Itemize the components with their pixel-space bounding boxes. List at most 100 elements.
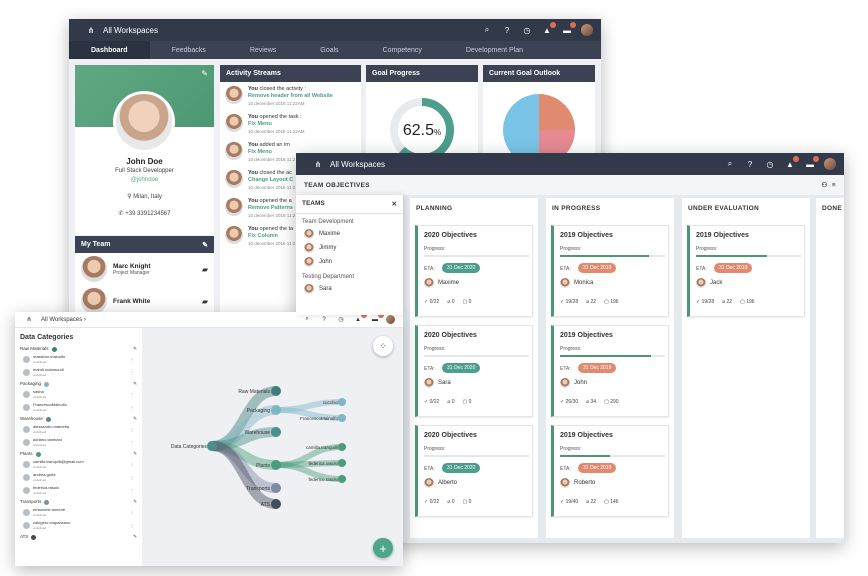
activity-item[interactable]: You closed the activity : Remove header … — [220, 82, 361, 110]
more-icon[interactable]: ⋮ — [130, 523, 134, 528]
category-member[interactable]: adriano.tambaro undefined ⋮ — [15, 436, 142, 449]
close-icon[interactable]: ✕ — [391, 201, 397, 208]
category-group[interactable]: Packaging ✎ — [15, 379, 142, 388]
user-avatar[interactable] — [581, 24, 593, 36]
edit-profile-icon[interactable]: ✎ — [201, 69, 208, 78]
team-group-label[interactable]: Team Development — [302, 219, 354, 225]
category-group[interactable]: Transports ✎ — [15, 497, 142, 506]
tab-goals[interactable]: Goals — [320, 46, 339, 54]
help-icon[interactable]: ? — [322, 316, 326, 323]
clock-icon[interactable]: ◷ — [523, 25, 531, 35]
tab-development-plan[interactable]: Development Plan — [465, 46, 524, 54]
category-member[interactable]: massimo.mainolfo undefined ⋮ — [15, 353, 142, 366]
team-member-item[interactable]: Jimmy — [296, 241, 403, 255]
team-icon[interactable]: ⚇ — [821, 182, 828, 189]
chat-icon[interactable]: ▬ — [561, 22, 576, 36]
edit-team-icon[interactable]: ✎ — [202, 241, 208, 249]
category-member[interactable]: camilla.tranquilli@gmail.com undefined ⋮ — [15, 458, 142, 471]
objective-card[interactable]: 2020 Objectives Progress: ETA: 31 Dec 20… — [415, 325, 533, 417]
category-group[interactable]: Plants ✎ — [15, 449, 142, 458]
team-group-label[interactable]: Testing Department — [302, 274, 355, 280]
more-icon[interactable]: ⋮ — [130, 427, 134, 432]
category-member[interactable]: calogero.crapanzano undefined ⋮ — [15, 519, 142, 532]
workspace-icon[interactable]: ⋔ — [87, 25, 95, 35]
tab-dashboard[interactable]: Dashboard — [69, 41, 150, 59]
edit-category-icon[interactable]: ✎ — [133, 499, 137, 504]
objective-card[interactable]: 2020 Objectives Progress: ETA: 31 Dec 20… — [415, 225, 533, 317]
category-member[interactable]: federica.rasolo undefined ⋮ — [15, 484, 142, 497]
edit-category-icon[interactable]: ✎ — [133, 416, 137, 421]
team-member[interactable]: Frank White ▰ — [75, 285, 214, 317]
more-icon[interactable]: ⋮ — [130, 488, 134, 493]
activity-item[interactable]: You opened the task : Fix Menu 10 decemb… — [220, 110, 361, 138]
assignee[interactable]: Jack — [696, 278, 722, 288]
objective-card[interactable]: 2019 Objectives Progress: ETA: 31 Dec 20… — [551, 325, 669, 417]
category-member[interactable]: mahdi.mahmoudi undefined ⋮ — [15, 366, 142, 379]
user-avatar[interactable] — [824, 158, 836, 170]
objective-card[interactable]: 2020 Objectives Progress: ETA: 31 Dec 20… — [415, 425, 533, 517]
category-member[interactable]: alessandro.mainetta undefined ⋮ — [15, 423, 142, 436]
search-icon[interactable]: ⌕ — [305, 316, 309, 322]
team-member[interactable]: Marc Knight Project Manager ▰ — [75, 253, 214, 285]
assignee[interactable]: Roberto — [560, 478, 595, 488]
team-member-item[interactable]: Sara — [296, 282, 403, 296]
activity-link[interactable]: Remove Patterns — [248, 205, 293, 211]
activity-item[interactable]: You opened the ta Fix Column 10 december… — [220, 222, 361, 250]
more-icon[interactable]: ⋮ — [130, 357, 134, 362]
clock-icon[interactable]: ◷ — [766, 159, 774, 169]
search-icon[interactable]: ⌕ — [727, 159, 733, 168]
assignee[interactable]: Alberto — [424, 478, 457, 488]
edit-category-icon[interactable]: ✎ — [133, 534, 137, 539]
message-icon[interactable]: ▰ — [201, 264, 208, 274]
message-icon[interactable]: ▰ — [201, 296, 208, 306]
edit-category-icon[interactable]: ✎ — [133, 451, 137, 456]
user-avatar[interactable] — [386, 315, 395, 324]
objective-card[interactable]: 2019 Objectives Progress: ETA: 31 Dec 20… — [687, 225, 805, 317]
add-button[interactable]: + — [373, 538, 393, 558]
category-group[interactable]: Raw Materials ✎ — [15, 344, 142, 353]
notification-bell-icon[interactable]: ▲ — [541, 22, 556, 36]
more-icon[interactable]: ⋮ — [130, 510, 134, 515]
activity-item[interactable]: You closed the ac Change Layout C 10 dec… — [220, 166, 361, 194]
tab-reviews[interactable]: Reviews — [249, 46, 277, 54]
notification-bell-icon[interactable]: ▲ — [784, 156, 799, 170]
category-member[interactable]: emanuele.tomenti undefined ⋮ — [15, 506, 142, 519]
category-member[interactable]: FrancescoMainolfo undefined ⋮ — [15, 401, 142, 414]
workspace-title[interactable]: All Workspaces — [330, 159, 385, 169]
workspace-title[interactable]: All Workspaces — [103, 25, 158, 35]
more-icon[interactable]: ⋮ — [130, 440, 134, 445]
activity-link[interactable]: Fix Menu — [248, 149, 272, 155]
workspace-icon[interactable]: ⋔ — [314, 159, 322, 169]
tab-competency[interactable]: Competency — [382, 46, 422, 54]
tree-canvas[interactable]: Data Categories Raw Materials Packaging War… — [142, 328, 403, 566]
chat-icon[interactable]: ▬ — [804, 156, 819, 170]
objective-card[interactable]: 2019 Objectives Progress: ETA: 31 Dec 20… — [551, 425, 669, 517]
help-icon[interactable]: ? — [747, 159, 753, 169]
activity-link[interactable]: Change Layout C — [248, 177, 294, 183]
help-icon[interactable]: ? — [504, 25, 510, 35]
graph-layout-button[interactable]: ⁘ — [373, 336, 393, 356]
more-icon[interactable]: ⋮ — [130, 370, 134, 375]
activity-link[interactable]: Fix Column — [248, 233, 278, 239]
notification-bell-icon[interactable]: ▲ — [352, 312, 367, 326]
more-icon[interactable]: ⋮ — [130, 392, 134, 397]
workspace-title[interactable]: All Workspaces › — [41, 317, 296, 323]
assignee[interactable]: Monica — [560, 278, 593, 288]
search-icon[interactable]: ⌕ — [484, 25, 490, 34]
team-member-item[interactable]: Maxime — [296, 227, 403, 241]
activity-link[interactable]: Remove header from all Website — [248, 93, 333, 99]
activity-link[interactable]: Fix Menu — [248, 121, 272, 127]
tab-feedbacks[interactable]: Feedbacks — [171, 46, 206, 54]
category-member[interactable]: andrea.gorla undefined ⋮ — [15, 471, 142, 484]
more-icon[interactable]: ⋮ — [130, 405, 134, 410]
more-icon[interactable]: ⋮ — [130, 462, 134, 467]
activity-item[interactable]: You opened the a Remove Patterns 10 dece… — [220, 194, 361, 222]
category-member[interactable]: sasha undefined ⋮ — [15, 388, 142, 401]
assignee[interactable]: Maxime — [424, 278, 459, 288]
clock-icon[interactable]: ◷ — [338, 317, 344, 323]
edit-category-icon[interactable]: ✎ — [133, 346, 137, 351]
filter-icon[interactable]: ≡ — [831, 182, 836, 189]
more-icon[interactable]: ⋮ — [130, 475, 134, 480]
category-group[interactable]: Warehouse ✎ — [15, 414, 142, 423]
activity-item[interactable]: You added an im Fix Menu 10 december 201… — [220, 138, 361, 166]
